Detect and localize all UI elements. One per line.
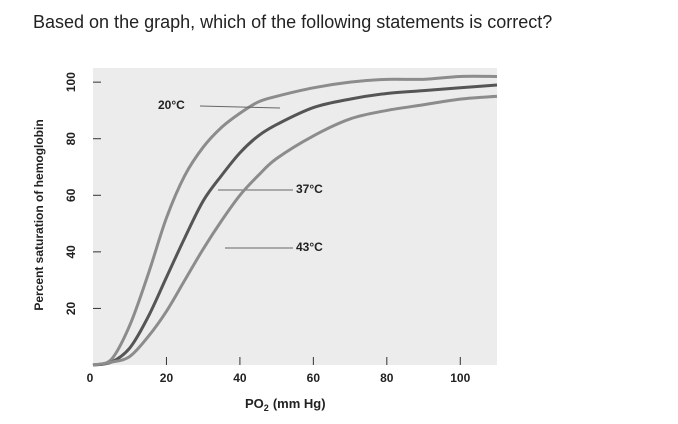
series-label: 37°C <box>296 182 323 196</box>
x-tick-label: 40 <box>233 371 247 385</box>
curve <box>92 83 498 367</box>
x-tick-label: 80 <box>380 371 394 385</box>
plot-background <box>93 68 497 365</box>
y-tick-label: 20 <box>64 301 78 315</box>
label-leader <box>199 105 281 109</box>
curve <box>92 74 498 367</box>
series-label: 20°C <box>158 98 185 112</box>
y-tick-label: 60 <box>64 188 78 202</box>
x-axis-title-main: PO <box>245 396 264 411</box>
x-tick-label: 60 <box>307 371 321 385</box>
x-tick-label: 100 <box>450 371 470 385</box>
x-tick-label: 20 <box>160 371 174 385</box>
x-axis-title-unit: (mm Hg) <box>273 396 326 411</box>
curve <box>92 94 498 367</box>
x-axis-title: PO2 (mm Hg) <box>245 396 326 413</box>
x-tick-label: 0 <box>87 371 94 385</box>
y-axis-title: Percent saturation of hemoglobin <box>32 119 46 310</box>
series-label: 43°C <box>296 240 323 254</box>
question: Based on the graph, which of the followi… <box>33 12 552 32</box>
y-tick-label: 40 <box>64 245 78 259</box>
x-axis-title-sub: 2 <box>264 403 269 413</box>
y-tick-label: 100 <box>64 72 78 92</box>
y-tick-label: 80 <box>64 132 78 146</box>
